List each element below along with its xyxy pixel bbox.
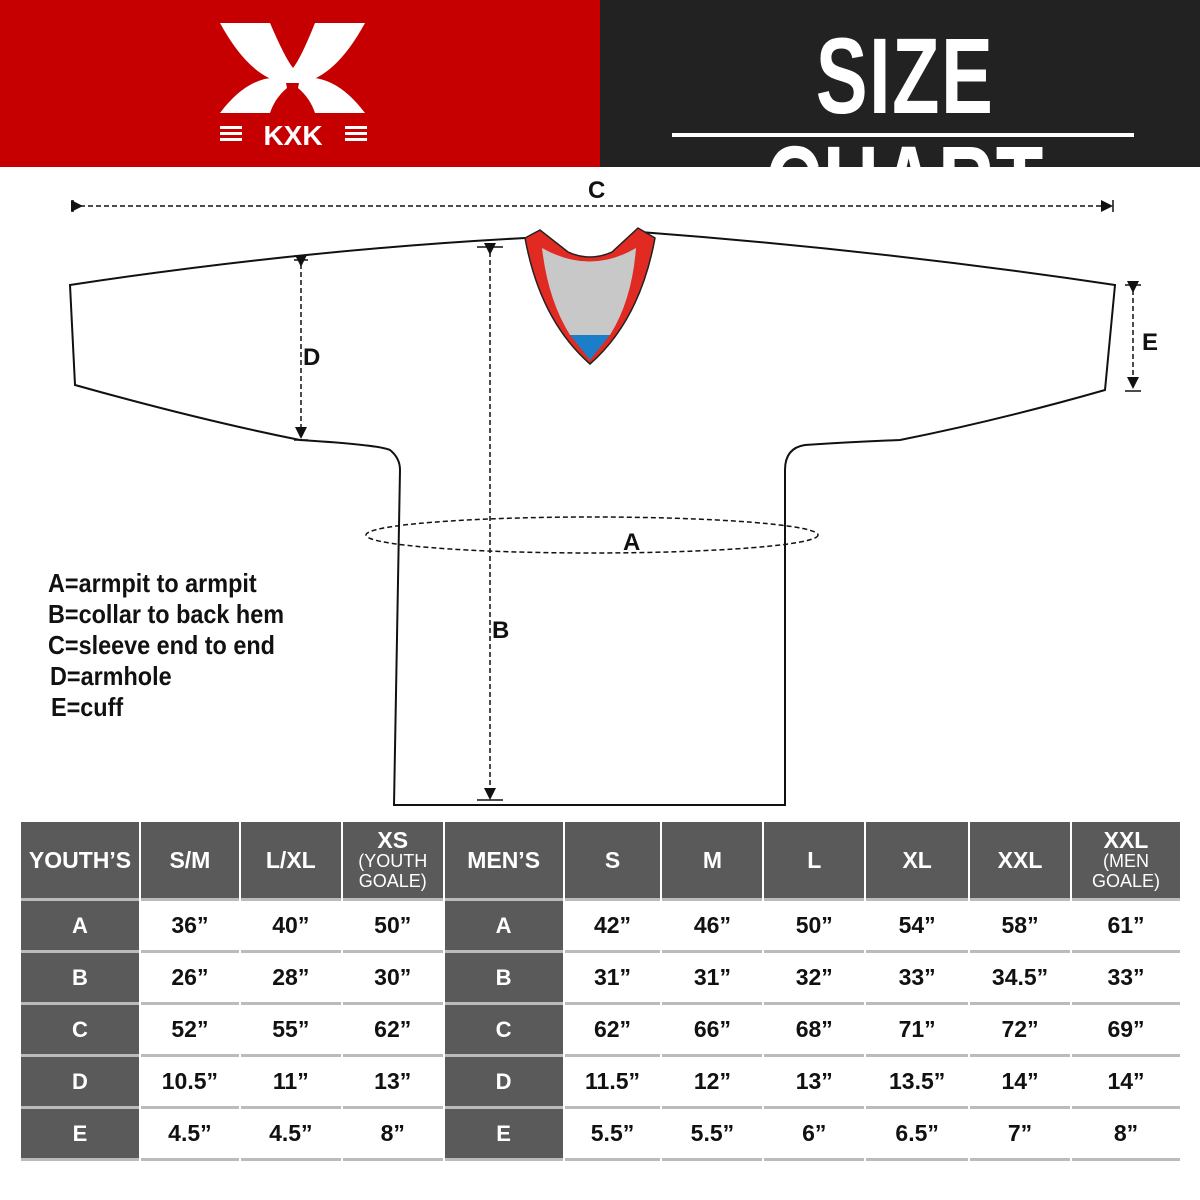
table-cell: 14” — [1072, 1057, 1180, 1109]
table-cell: 11” — [240, 1057, 341, 1109]
table-cell: 12” — [662, 1057, 763, 1109]
row-label: E — [444, 1109, 563, 1161]
row-label: C — [21, 1005, 139, 1057]
table-cell: 8” — [342, 1109, 443, 1161]
col-header: XS (YOUTH GOALE) — [342, 822, 443, 901]
table-cell: 33” — [866, 953, 969, 1005]
jersey-diagram — [68, 200, 1141, 806]
table-cell: 10.5” — [140, 1057, 239, 1109]
legend-a: A=armpit to armpit — [48, 568, 257, 598]
table-cell: 71” — [866, 1005, 969, 1057]
legend-d: D=armhole — [50, 661, 172, 691]
col-header: M — [662, 822, 763, 901]
table-cell: 33” — [1072, 953, 1180, 1005]
table-cell: 46” — [662, 901, 763, 953]
table-cell: 50” — [764, 901, 865, 953]
page-title: SIZE CHART — [765, 15, 1045, 244]
col-header: S/M — [140, 822, 239, 901]
label-c: C — [588, 177, 606, 204]
table-cell: 68” — [764, 1005, 865, 1057]
legend-c: C=sleeve end to end — [48, 630, 275, 660]
table-cell: 13” — [342, 1057, 443, 1109]
table-cell: 4.5” — [240, 1109, 341, 1161]
label-e: E — [1142, 329, 1159, 356]
row-label: C — [444, 1005, 563, 1057]
table-cell: 13” — [764, 1057, 865, 1109]
col-header: XXL — [970, 822, 1070, 901]
table-row: A 36” 40” 50” A 42” 46” 50” 54” 58” 61” — [21, 901, 1180, 953]
table-cell: 58” — [970, 901, 1070, 953]
table-header-row: YOUTH’S S/M L/XL XS (YOUTH GOALE) MEN’S S… — [21, 822, 1180, 901]
table-cell: 66” — [662, 1005, 763, 1057]
table-cell: 30” — [342, 953, 443, 1005]
table-cell: 28” — [240, 953, 341, 1005]
table-cell: 26” — [140, 953, 239, 1005]
table-cell: 8” — [1072, 1109, 1180, 1161]
table-cell: 11.5” — [564, 1057, 661, 1109]
legend-e: E=cuff — [51, 692, 124, 722]
table-row: B 26” 28” 30” B 31” 31” 32” 33” 34.5” 33” — [21, 953, 1180, 1005]
table-row: E 4.5” 4.5” 8” E 5.5” 5.5” 6” 6.5” 7” 8” — [21, 1109, 1180, 1161]
table-cell: 5.5” — [564, 1109, 661, 1161]
row-label: E — [21, 1109, 139, 1161]
table-cell: 31” — [662, 953, 763, 1005]
row-label: B — [444, 953, 563, 1005]
table-cell: 34.5” — [970, 953, 1070, 1005]
kxk-logo: KXK — [220, 23, 367, 151]
table-cell: 4.5” — [140, 1109, 239, 1161]
row-label: D — [444, 1057, 563, 1109]
table-cell: 55” — [240, 1005, 341, 1057]
table-cell: 13.5” — [866, 1057, 969, 1109]
col-header: XXL (MEN GOALE) — [1072, 822, 1180, 901]
col-header: XL — [866, 822, 969, 901]
table-cell: 62” — [564, 1005, 661, 1057]
table-row: D 10.5” 11” 13” D 11.5” 12” 13” 13.5” 14” 14” — [21, 1057, 1180, 1109]
dimension-a — [365, 516, 819, 554]
header-title-panel — [600, 0, 1200, 167]
jersey-outline — [68, 231, 1117, 806]
table-cell: 36” — [140, 901, 239, 953]
table-cell: 61” — [1072, 901, 1180, 953]
col-header: L — [764, 822, 865, 901]
legend-b: B=collar to back hem — [48, 599, 285, 629]
table-cell: 32” — [764, 953, 865, 1005]
men-header: MEN’S — [444, 822, 563, 901]
size-table: YOUTH’S S/M L/XL XS (YOUTH GOALE) MEN’S S… — [19, 822, 1182, 1161]
svg-text:KXK: KXK — [263, 120, 322, 151]
table-cell: 72” — [970, 1005, 1070, 1057]
table-cell: 42” — [564, 901, 661, 953]
table-cell: 31” — [564, 953, 661, 1005]
title-underline — [672, 133, 1134, 137]
table-cell: 5.5” — [662, 1109, 763, 1161]
label-d: D — [303, 344, 321, 371]
table-cell: 50” — [342, 901, 443, 953]
table-cell: 40” — [240, 901, 341, 953]
table-cell: 69” — [1072, 1005, 1180, 1057]
table-cell: 14” — [970, 1057, 1070, 1109]
table-row: C 52” 55” 62” C 62” 66” 68” 71” 72” 69” — [21, 1005, 1180, 1057]
row-label: A — [21, 901, 139, 953]
youth-header: YOUTH’S — [21, 822, 139, 901]
table-cell: 7” — [970, 1109, 1070, 1161]
table-cell: 62” — [342, 1005, 443, 1057]
table-cell: 6.5” — [866, 1109, 969, 1161]
label-a: A — [623, 529, 641, 556]
table-cell: 54” — [866, 901, 969, 953]
row-label: B — [21, 953, 139, 1005]
row-label: D — [21, 1057, 139, 1109]
row-label: A — [444, 901, 563, 953]
col-header: S — [564, 822, 661, 901]
col-header: L/XL — [240, 822, 341, 901]
label-b: B — [492, 617, 510, 644]
table-cell: 6” — [764, 1109, 865, 1161]
table-cell: 52” — [140, 1005, 239, 1057]
